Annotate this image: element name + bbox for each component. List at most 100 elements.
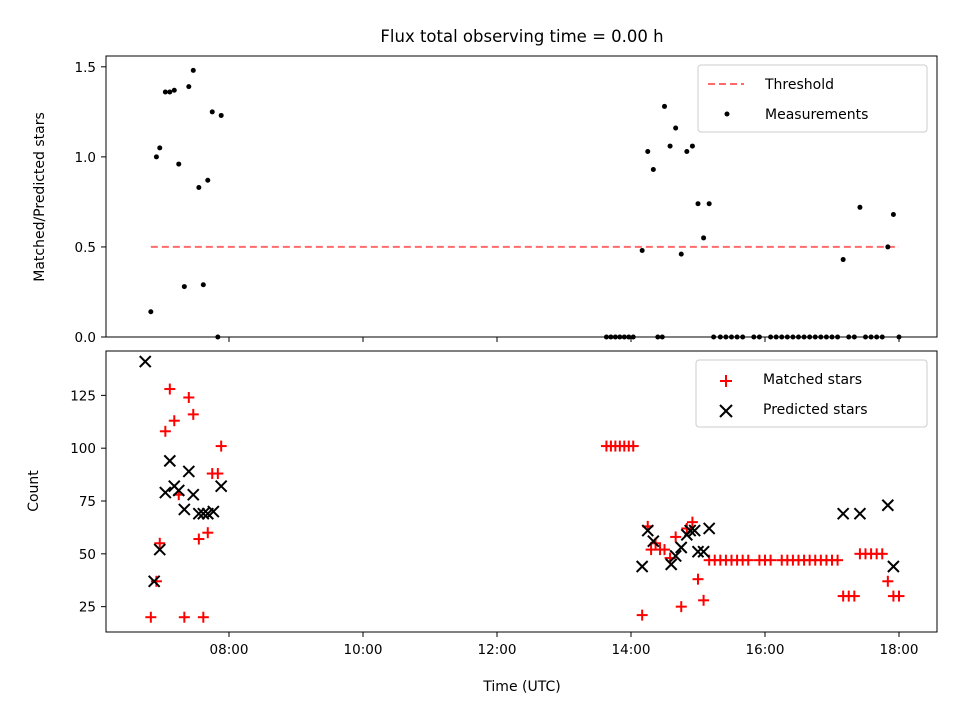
bottom-plot-area: [139, 355, 905, 623]
measurement-point: [667, 143, 673, 149]
chart-title: Flux total observing time = 0.00 h: [380, 27, 663, 46]
legend-measurements-swatch: [724, 111, 730, 117]
bottom-legend: Matched stars Predicted stars: [695, 359, 928, 428]
matched-star-point: [698, 594, 710, 606]
legend-threshold-label: Threshold: [764, 77, 834, 93]
measurement-point: [645, 148, 651, 154]
measurement-point: [205, 177, 211, 183]
bottom-legend-box: [695, 359, 928, 428]
predicted-star-point: [147, 575, 161, 588]
bottom-x-axis-label: Time (UTC): [482, 679, 560, 695]
measurement-point: [890, 212, 896, 218]
predicted-star-point: [683, 524, 697, 537]
matched-star-point: [659, 544, 670, 556]
top-panel: Matched/Predicted stars 0.0 0.5 1.0 1.5 Thr…: [32, 55, 938, 346]
matched-star-point: [686, 516, 698, 528]
matched-star-point: [882, 575, 894, 587]
predicted-star-point: [688, 524, 701, 537]
measurement-point: [196, 184, 202, 190]
measurement-point: [857, 204, 863, 210]
top-y-tick-label: 1.5: [75, 60, 96, 76]
matched-star-point: [150, 575, 162, 587]
predicted-star-point: [187, 488, 200, 501]
measurement-point: [218, 112, 224, 118]
legend-predicted-label: Predicted stars: [763, 402, 868, 418]
matched-star-point: [183, 391, 195, 403]
predicted-star-point: [853, 507, 867, 520]
measurement-point: [209, 109, 215, 115]
x-tick-label: 14:00: [612, 642, 651, 658]
predicted-star-point: [641, 524, 654, 537]
top-y-tick-label: 1.0: [75, 150, 96, 166]
matched-star-point: [692, 573, 704, 585]
predicted-star-point: [836, 507, 850, 520]
predicted-star-point: [159, 486, 172, 499]
predicted-star-point: [214, 480, 228, 493]
legend-predicted-swatch: [719, 404, 733, 418]
matched-star-point: [765, 554, 777, 566]
measurement-point: [153, 154, 159, 160]
measurement-point: [684, 148, 690, 154]
predicted-star-point: [647, 534, 660, 548]
legend-matched-swatch: [720, 375, 732, 387]
measurement-point: [840, 257, 846, 263]
matched-star-point: [215, 440, 227, 452]
predicted-star-point: [664, 558, 678, 571]
top-ylabel-group: Matched/Predicted stars: [32, 112, 48, 282]
bottom-y-tick-label: 100: [70, 441, 96, 457]
measurement-point: [701, 235, 707, 241]
measurement-point: [167, 89, 173, 95]
predicted-star-point: [675, 541, 688, 554]
matched-star-point: [636, 609, 648, 621]
measurement-point: [639, 248, 645, 254]
measurement-point: [176, 161, 182, 167]
bottom-ticks: 25 50 75 100 125 08:00 10:00 12:00 14:00 16:00 18:…: [70, 388, 918, 658]
predicted-star-point: [881, 499, 895, 512]
predicted-star-point: [669, 549, 682, 563]
measurement-point: [689, 143, 695, 149]
matched-star-point: [193, 533, 205, 545]
measurement-point: [157, 145, 163, 151]
top-plot-area: [148, 67, 902, 340]
x-tick-label: 18:00: [880, 642, 919, 658]
matched-star-point: [197, 611, 209, 623]
matched-star-point: [742, 554, 754, 566]
matched-star-point: [848, 590, 860, 602]
predicted-star-point: [197, 507, 210, 520]
predicted-star-point: [702, 522, 716, 535]
matched-star-point: [670, 531, 682, 543]
matched-star-point: [832, 554, 844, 566]
x-tick-label: 16:00: [746, 642, 785, 658]
measurement-point: [162, 89, 168, 95]
predicted-star-point: [207, 505, 220, 518]
matched-star-point: [178, 611, 190, 623]
matched-star-point: [159, 425, 171, 437]
measurement-point: [678, 251, 684, 257]
top-y-axis-label: Matched/Predicted stars: [32, 112, 48, 282]
matched-star-point: [145, 611, 157, 623]
matched-star-point: [202, 527, 214, 539]
measurement-point: [148, 309, 154, 315]
bottom-ylabel-group: Count: [26, 470, 42, 512]
top-y-tick-label: 0.0: [75, 330, 96, 346]
predicted-star-point: [153, 543, 166, 556]
matched-star-point: [154, 537, 166, 549]
predicted-star-point: [697, 545, 710, 558]
top-legend: Threshold Measurements: [697, 64, 928, 133]
matched-star-point: [168, 415, 180, 427]
measurement-point: [200, 282, 206, 288]
bottom-panel: Count Time (UTC) 25 50 75 100 125 08:00 10:00 1…: [26, 350, 938, 695]
matched-star-point: [164, 383, 176, 395]
x-tick-label: 10:00: [344, 642, 383, 658]
measurement-point: [181, 284, 187, 290]
x-tick-label: 12:00: [478, 642, 517, 658]
measurement-point: [171, 87, 177, 93]
bottom-y-tick-label: 50: [79, 547, 96, 563]
legend-matched-label: Matched stars: [763, 372, 862, 388]
measurement-point: [650, 166, 656, 172]
measurement-point: [706, 201, 712, 207]
x-tick-label: 08:00: [210, 642, 249, 658]
matched-star-point: [893, 590, 905, 602]
bottom-axes-frame: [105, 350, 938, 633]
predicted-star-point: [635, 560, 649, 573]
